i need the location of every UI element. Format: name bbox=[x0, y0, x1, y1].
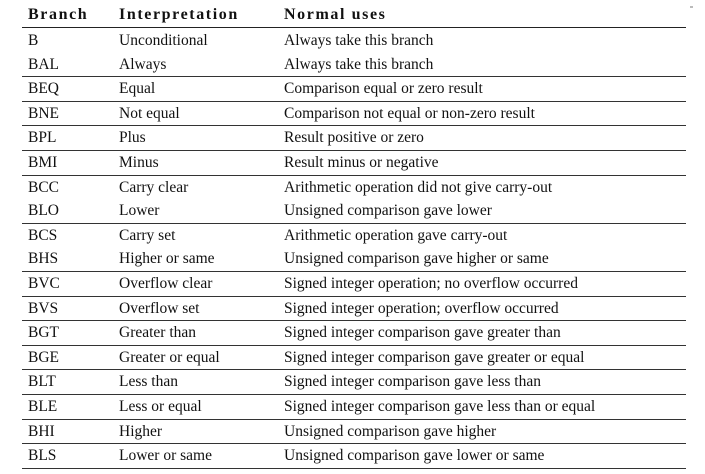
normal-uses-cell: Signed integer comparison gave less than bbox=[284, 373, 541, 391]
row-group: BEQ Equal Comparison equal or zero result bbox=[22, 77, 686, 102]
row-group: BGE Greater or equal Signed integer compar… bbox=[22, 346, 686, 371]
normal-uses-cell: Unsigned comparison gave lower bbox=[284, 202, 492, 220]
table-row: BCC Carry clear Arithmetic operation did n… bbox=[22, 176, 686, 200]
row-group: BVS Overflow set Signed integer operation;… bbox=[22, 297, 686, 322]
normal-uses-cell: Unsigned comparison gave higher bbox=[284, 422, 497, 440]
interpretation-cell: Overflow clear bbox=[119, 274, 213, 292]
table-row: BLO Lower Unsigned comparison gave lower bbox=[22, 199, 686, 223]
interpretation-cell: Carry set bbox=[119, 226, 176, 244]
branch-cell: BVS bbox=[28, 299, 59, 317]
header-normal-uses: Normal uses bbox=[284, 6, 387, 23]
table-row: BGT Greater than Signed integer comparison… bbox=[22, 321, 686, 345]
branch-cell: BNE bbox=[28, 104, 59, 122]
normal-uses-cell: Signed integer comparison gave less than… bbox=[284, 397, 596, 415]
normal-uses-cell: Always take this branch bbox=[284, 55, 434, 73]
branch-cell: BHS bbox=[28, 250, 59, 268]
header-branch: Branch bbox=[28, 6, 89, 23]
row-group: BGT Greater than Signed integer comparison… bbox=[22, 321, 686, 346]
interpretation-cell: Plus bbox=[119, 129, 146, 147]
normal-uses-cell: Result positive or zero bbox=[284, 129, 424, 147]
branch-cell: BLO bbox=[28, 202, 59, 220]
interpretation-cell: Higher or same bbox=[119, 250, 215, 268]
interpretation-cell: Less than bbox=[119, 373, 178, 391]
branch-cell: BMI bbox=[28, 153, 58, 171]
scan-artifact bbox=[690, 6, 693, 8]
branch-cell: BCC bbox=[28, 178, 60, 196]
table-row: BHS Higher or same Unsigned comparison gav… bbox=[22, 247, 686, 271]
branch-cell: B bbox=[28, 32, 39, 49]
branch-cell: BLE bbox=[28, 397, 58, 415]
branch-cell: BPL bbox=[28, 129, 57, 147]
branch-cell: BGE bbox=[28, 348, 59, 366]
row-group: BVC Overflow clear Signed integer operatio… bbox=[22, 272, 686, 297]
branch-cell: BGT bbox=[28, 324, 59, 342]
interpretation-cell: Higher bbox=[119, 422, 163, 440]
normal-uses-cell: Signed integer operation; no overflow oc… bbox=[284, 274, 578, 292]
branch-conditions-table: Branch Interpretation Normal uses B Uncon… bbox=[22, 0, 686, 469]
row-group: B Unconditional Always take this branch BAL… bbox=[22, 29, 686, 78]
table-row: BHI Higher Unsigned comparison gave higher bbox=[22, 420, 686, 444]
table-row: BEQ Equal Comparison equal or zero result bbox=[22, 77, 686, 101]
interpretation-cell: Unconditional bbox=[119, 32, 208, 49]
table-row: BVS Overflow set Signed integer operation;… bbox=[22, 297, 686, 321]
row-group: BMI Minus Result minus or negative bbox=[22, 151, 686, 176]
row-group: BNE Not equal Comparison not equal or non-… bbox=[22, 102, 686, 127]
normal-uses-cell: Arithmetic operation did not give carry-… bbox=[284, 178, 553, 196]
table-body: B Unconditional Always take this branch BAL… bbox=[22, 29, 686, 469]
interpretation-cell: Equal bbox=[119, 80, 156, 98]
table-row: BMI Minus Result minus or negative bbox=[22, 151, 686, 175]
row-group: BLS Lower or same Unsigned comparison gave… bbox=[22, 444, 686, 469]
normal-uses-cell: Unsigned comparison gave higher or same bbox=[284, 250, 549, 268]
normal-uses-cell: Comparison equal or zero result bbox=[284, 80, 483, 98]
branch-cell: BEQ bbox=[28, 80, 59, 98]
table-row: BGE Greater or equal Signed integer compar… bbox=[22, 346, 686, 370]
interpretation-cell: Always bbox=[119, 55, 167, 73]
branch-cell: BAL bbox=[28, 55, 59, 73]
branch-cell: BLS bbox=[28, 447, 57, 465]
row-group: BLE Less or equal Signed integer compariso… bbox=[22, 395, 686, 420]
normal-uses-cell: Unsigned comparison gave lower or same bbox=[284, 447, 545, 465]
table-row: BVC Overflow clear Signed integer operatio… bbox=[22, 272, 686, 296]
table-row: BPL Plus Result positive or zero bbox=[22, 126, 686, 150]
header-rule bbox=[22, 27, 686, 28]
interpretation-cell: Carry clear bbox=[119, 178, 189, 196]
branch-cell: BHI bbox=[28, 422, 55, 440]
table-row: BLT Less than Signed integer comparison ga… bbox=[22, 370, 686, 394]
row-group: BLT Less than Signed integer comparison ga… bbox=[22, 370, 686, 395]
table-row: BLS Lower or same Unsigned comparison gave… bbox=[22, 444, 686, 468]
row-group: BHI Higher Unsigned comparison gave higher bbox=[22, 420, 686, 445]
normal-uses-cell: Signed integer comparison gave greater t… bbox=[284, 324, 561, 342]
interpretation-cell: Lower bbox=[119, 202, 160, 220]
row-group: BPL Plus Result positive or zero bbox=[22, 126, 686, 151]
interpretation-cell: Greater or equal bbox=[119, 348, 220, 366]
table-row: BNE Not equal Comparison not equal or non-… bbox=[22, 102, 686, 126]
normal-uses-cell: Comparison not equal or non-zero result bbox=[284, 104, 535, 122]
interpretation-cell: Overflow set bbox=[119, 299, 200, 317]
table-header: Branch Interpretation Normal uses bbox=[22, 0, 686, 30]
interpretation-cell: Lower or same bbox=[119, 447, 212, 465]
table-row: BCS Carry set Arithmetic operation gave ca… bbox=[22, 224, 686, 248]
normal-uses-cell: Always take this branch bbox=[284, 32, 434, 49]
table-row: BAL Always Always take this branch bbox=[22, 53, 686, 77]
interpretation-cell: Not equal bbox=[119, 104, 180, 122]
branch-cell: BVC bbox=[28, 274, 60, 292]
interpretation-cell: Minus bbox=[119, 153, 159, 171]
branch-cell: BCS bbox=[28, 226, 58, 244]
normal-uses-cell: Signed integer comparison gave greater o… bbox=[284, 348, 585, 366]
row-group: BCC Carry clear Arithmetic operation did n… bbox=[22, 176, 686, 224]
normal-uses-cell: Result minus or negative bbox=[284, 153, 439, 171]
table-row: BLE Less or equal Signed integer compariso… bbox=[22, 395, 686, 419]
normal-uses-cell: Signed integer operation; overflow occur… bbox=[284, 299, 559, 317]
row-group: BCS Carry set Arithmetic operation gave ca… bbox=[22, 224, 686, 272]
interpretation-cell: Less or equal bbox=[119, 397, 202, 415]
table-row: B Unconditional Always take this branch bbox=[22, 29, 686, 53]
interpretation-cell: Greater than bbox=[119, 324, 197, 342]
branch-cell: BLT bbox=[28, 373, 56, 391]
header-interpretation: Interpretation bbox=[119, 6, 239, 23]
normal-uses-cell: Arithmetic operation gave carry-out bbox=[284, 226, 508, 244]
